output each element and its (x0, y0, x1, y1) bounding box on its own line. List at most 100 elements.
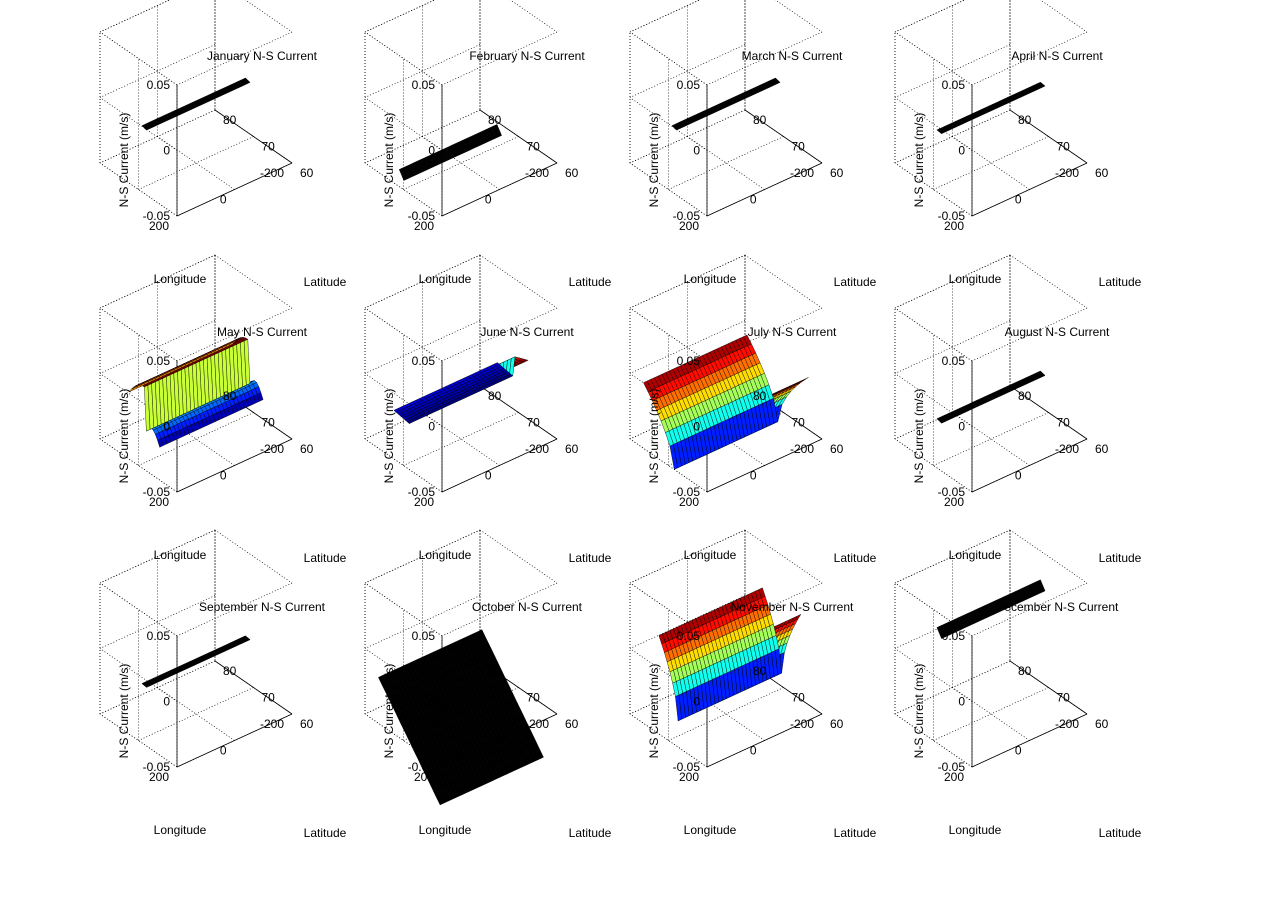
x-axis-line (176, 162, 293, 217)
x-axis-label: Longitude (684, 823, 737, 837)
z-tick-label: -0.05 (938, 209, 966, 223)
x-tick-label: 200 (414, 495, 434, 509)
z-axis-label: N-S Current (m/s) (117, 664, 131, 759)
surface (643, 334, 809, 470)
z-tick-label: 0 (958, 144, 965, 158)
surface (393, 356, 529, 424)
chart-title: April N-S Current (1011, 49, 1103, 63)
y-axis-label: Latitude (1099, 551, 1142, 565)
z-tick-label: 0 (693, 420, 700, 434)
grid-line (403, 136, 519, 190)
x-tick-label: -200 (525, 442, 549, 456)
z-axis-label: N-S Current (m/s) (382, 664, 396, 759)
y-tick-label: 70 (262, 140, 276, 154)
grid-line (99, 438, 178, 493)
z-tick-label: 0 (693, 695, 700, 709)
z-tick-label: -0.05 (673, 209, 701, 223)
z-tick-label: -0.05 (673, 485, 701, 499)
x-tick-label: -200 (790, 442, 814, 456)
y-axis-label: Latitude (834, 551, 877, 565)
chart-title: March N-S Current (742, 49, 843, 63)
grid-line (894, 97, 973, 151)
surface-cell (1036, 81, 1042, 85)
x-axis-label: Longitude (419, 272, 472, 286)
z-axis-label: N-S Current (m/s) (647, 113, 661, 208)
grid-line (952, 412, 1030, 466)
y-tick-label: 80 (753, 113, 767, 127)
x-tick-label: -200 (260, 717, 284, 731)
grid-line (157, 136, 235, 190)
x-tick-label: 200 (149, 495, 169, 509)
x-tick-label: -200 (260, 166, 284, 180)
chart-title: January N-S Current (207, 49, 318, 63)
grid-line (99, 320, 216, 374)
x-axis-label: Longitude (154, 272, 207, 286)
z-axis-label: N-S Current (m/s) (647, 664, 661, 759)
grid-line (364, 97, 443, 151)
grid-line (403, 412, 519, 466)
grid-line (894, 0, 966, 33)
x-tick-label: 0 (485, 193, 492, 207)
z-tick-label: -0.05 (408, 209, 436, 223)
z-tick-label: 0.05 (942, 354, 966, 368)
y-tick-label: 60 (300, 442, 314, 456)
y-tick-label: 60 (300, 717, 314, 731)
x-tick-label: -200 (525, 166, 549, 180)
chart-panel-3: March N-S Current-0.0500.05-200020060708… (629, 0, 877, 289)
grid-line (668, 136, 784, 190)
x-tick-label: 200 (149, 219, 169, 233)
x-axis-label: Longitude (419, 548, 472, 562)
y-tick-label: 80 (488, 113, 502, 127)
chart-panel-5: May N-S Current-0.0500.05-2000200607080L… (99, 254, 347, 565)
z-tick-label: 0.05 (147, 78, 171, 92)
grid-line (706, 31, 823, 86)
grid-line (629, 44, 746, 98)
grid-line (629, 320, 746, 374)
x-tick-label: 0 (220, 744, 227, 758)
y-axis-line (744, 109, 823, 164)
z-tick-label: 0.05 (942, 78, 966, 92)
y-axis-label: Latitude (834, 826, 877, 840)
x-tick-label: -200 (1055, 442, 1079, 456)
x-tick-label: 0 (485, 469, 492, 483)
grid-line (99, 162, 178, 217)
z-tick-label: 0 (693, 144, 700, 158)
x-tick-label: 200 (679, 770, 699, 784)
y-tick-label: 70 (527, 691, 541, 705)
x-tick-label: 0 (1015, 469, 1022, 483)
y-tick-label: 60 (830, 166, 844, 180)
z-tick-label: 0 (428, 420, 435, 434)
z-tick-label: 0.05 (677, 629, 701, 643)
surface-cell (743, 334, 752, 346)
grid-line (894, 438, 973, 493)
grid-line (138, 412, 254, 466)
grid-line (364, 307, 443, 362)
grid-line (629, 438, 708, 493)
grid-line (971, 31, 1088, 86)
grid-line (744, 254, 823, 309)
z-axis-label: N-S Current (m/s) (382, 389, 396, 484)
grid-line (99, 44, 216, 98)
grid-line (629, 307, 708, 362)
y-tick-label: 70 (792, 691, 806, 705)
grid-line (894, 31, 973, 86)
y-tick-label: 60 (830, 442, 844, 456)
grid-line (441, 31, 558, 86)
grid-line (629, 254, 746, 309)
z-tick-label: -0.05 (143, 485, 171, 499)
grid-line (364, 320, 481, 374)
grid-line (138, 136, 254, 190)
chart-panel-7: July N-S Current-0.0500.05-2000200607080… (629, 254, 877, 565)
grid-line (364, 0, 436, 33)
z-tick-label: 0 (428, 144, 435, 158)
chart-title: June N-S Current (480, 325, 574, 339)
surface-cell (241, 77, 247, 81)
y-tick-label: 70 (527, 140, 541, 154)
grid-line (629, 31, 708, 86)
grid-line (952, 136, 1030, 190)
y-tick-label: 60 (565, 442, 579, 456)
y-tick-label: 60 (565, 166, 579, 180)
y-axis-line (479, 109, 558, 164)
y-axis-label: Latitude (304, 275, 347, 289)
